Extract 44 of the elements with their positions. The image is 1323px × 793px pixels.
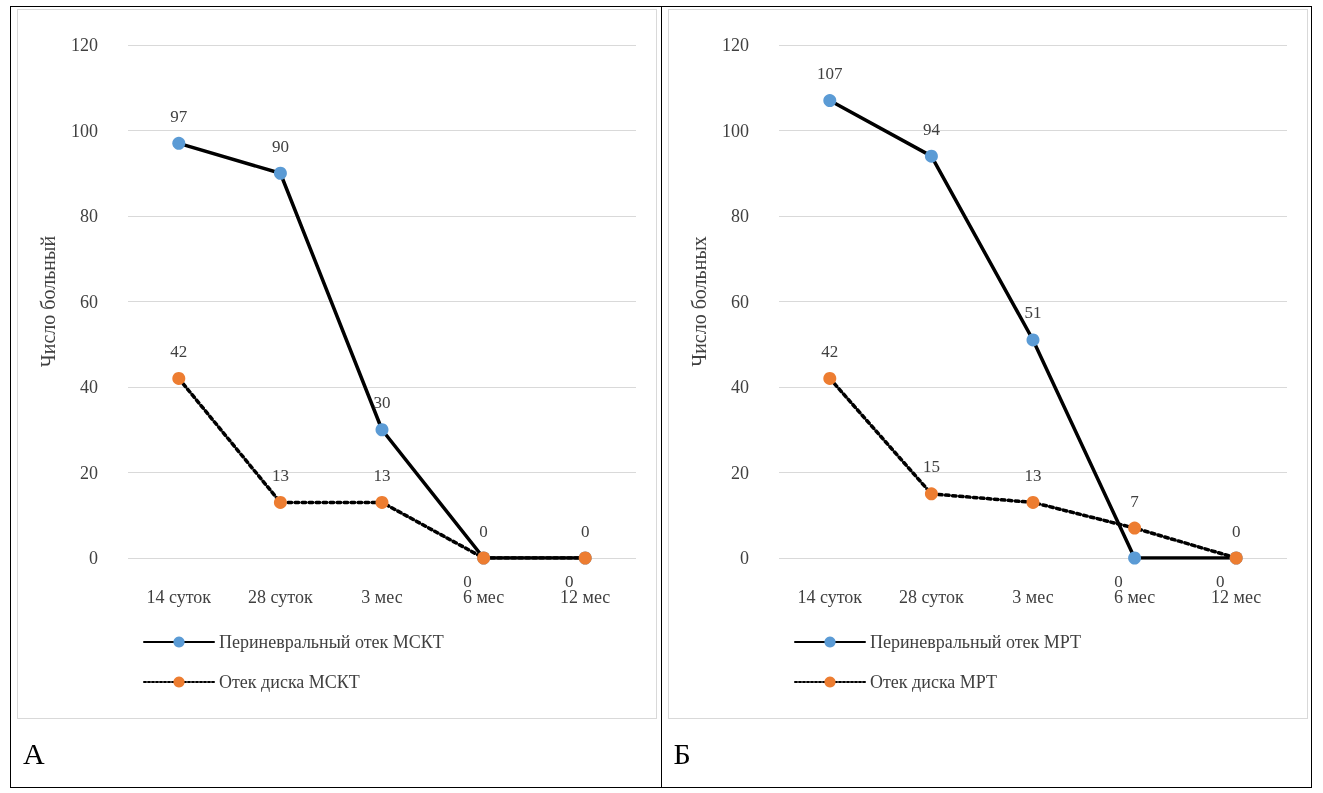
data-label: 13 xyxy=(271,465,289,485)
y-tick-label: 120 xyxy=(721,35,749,55)
x-tick-label: 14 суток xyxy=(796,587,862,607)
x-tick-label: 3 мес xyxy=(1011,587,1054,607)
data-label: 7 xyxy=(1129,491,1139,511)
y-tick-label: 100 xyxy=(71,120,98,141)
data-label: 51 xyxy=(1024,303,1041,323)
y-tick-label: 20 xyxy=(730,462,749,483)
legend-label: Периневральный отек МРТ xyxy=(869,632,1081,652)
data-label: 107 xyxy=(816,64,843,84)
y-axis-title: Число больный xyxy=(37,235,59,368)
legend-label: Отек диска МРТ xyxy=(869,672,997,692)
data-label: 97 xyxy=(170,106,188,126)
y-tick-label: 20 xyxy=(80,462,98,483)
y-tick-label: 0 xyxy=(89,548,98,568)
data-label: 15 xyxy=(922,457,940,477)
y-tick-label: 60 xyxy=(730,291,749,312)
y-tick-label: 100 xyxy=(721,120,749,141)
data-label: 30 xyxy=(373,393,391,413)
y-tick-label: 80 xyxy=(80,206,98,226)
data-label: 13 xyxy=(1024,465,1041,485)
data-label: 0 xyxy=(1231,521,1240,541)
legend-label: Отек диска МСКТ xyxy=(219,672,360,692)
x-tick-label: 14 суток xyxy=(146,587,212,607)
y-tick-label: 0 xyxy=(739,548,749,568)
data-label: 0 xyxy=(580,521,590,541)
x-tick-label: 3 мес xyxy=(361,587,403,607)
text: Б xyxy=(673,737,691,771)
y-tick-label: 120 xyxy=(71,35,98,55)
y-tick-label: 80 xyxy=(730,206,749,226)
text: А xyxy=(23,737,45,771)
data-label: 90 xyxy=(271,136,289,156)
y-axis-title: Число больных xyxy=(687,236,710,367)
data-label: 94 xyxy=(922,119,940,139)
data-label: 42 xyxy=(820,341,838,361)
y-tick-label: 40 xyxy=(80,377,98,397)
legend-label: Периневральный отек МСКТ xyxy=(219,632,444,652)
y-tick-label: 60 xyxy=(80,291,98,312)
y-tick-label: 40 xyxy=(730,377,749,397)
x-tick-label: 28 суток xyxy=(898,587,964,607)
x-tick-label: 28 суток xyxy=(248,587,313,607)
data-label: 13 xyxy=(373,465,391,485)
data-label: 0 xyxy=(479,521,488,541)
data-label: 42 xyxy=(170,341,188,361)
